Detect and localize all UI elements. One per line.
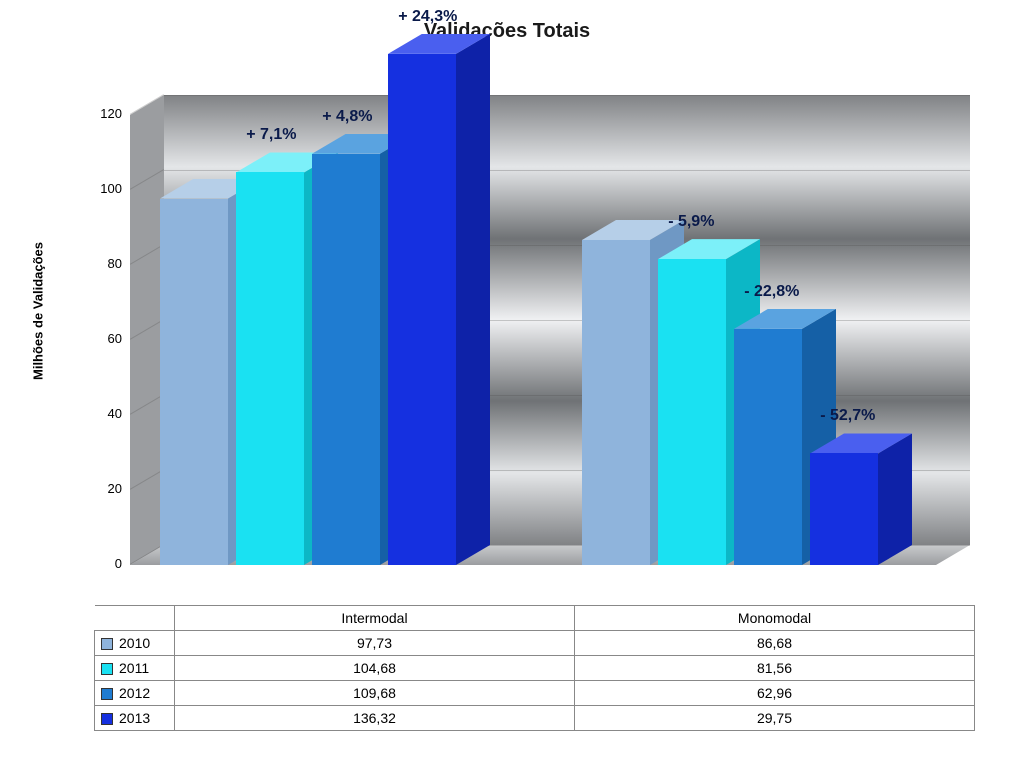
- bar-front: [582, 240, 650, 565]
- table-value-cell: 29,75: [575, 706, 975, 731]
- bar-front: [160, 199, 228, 565]
- bar-percent-label: - 52,7%: [820, 407, 875, 425]
- table-column-header: Monomodal: [575, 606, 975, 631]
- chart-data-table: IntermodalMonomodal 2010 97,7386,68 2011 104…: [94, 605, 975, 731]
- bar-front: [658, 259, 726, 565]
- legend-swatch: [101, 663, 113, 675]
- y-tick-label: 80: [78, 256, 122, 271]
- y-tick-label: 40: [78, 406, 122, 421]
- legend-series-name: 2010: [119, 635, 150, 651]
- bar: [312, 95, 380, 565]
- table-series-cell: 2011: [95, 656, 175, 681]
- legend-swatch: [101, 713, 113, 725]
- bar: [236, 95, 304, 565]
- chart-side-wall: [130, 95, 164, 565]
- legend-series-name: 2012: [119, 685, 150, 701]
- bar: [810, 95, 878, 565]
- bar: [658, 95, 726, 565]
- bar-side: [878, 433, 912, 565]
- y-tick-label: 120: [78, 106, 122, 121]
- table-value-cell: 62,96: [575, 681, 975, 706]
- table-row: 2012 109,6862,96: [95, 681, 975, 706]
- bar-front: [236, 172, 304, 565]
- bar: [582, 95, 650, 565]
- bar-front: [810, 453, 878, 565]
- table-row: 2013 136,3229,75: [95, 706, 975, 731]
- bar-front: [388, 54, 456, 565]
- legend-series-name: 2011: [119, 660, 149, 676]
- y-tick-label: 100: [78, 181, 122, 196]
- bar: [160, 95, 228, 565]
- table-series-cell: 2012: [95, 681, 175, 706]
- legend-swatch: [101, 638, 113, 650]
- table-series-cell: 2013: [95, 706, 175, 731]
- table-value-cell: 97,73: [175, 631, 575, 656]
- table-value-cell: 104,68: [175, 656, 575, 681]
- bar: [734, 95, 802, 565]
- y-tick-label: 20: [78, 481, 122, 496]
- bar-percent-label: - 5,9%: [668, 213, 714, 231]
- bar-front: [312, 154, 380, 565]
- bar-percent-label: + 24,3%: [398, 8, 457, 26]
- table-value-cell: 109,68: [175, 681, 575, 706]
- chart-title: Validações Totais: [0, 20, 1014, 43]
- bar-front: [734, 329, 802, 565]
- legend-swatch: [101, 688, 113, 700]
- legend-series-name: 2013: [119, 710, 150, 726]
- table-corner: [95, 606, 175, 631]
- table-row: 2011 104,6881,56: [95, 656, 975, 681]
- table-value-cell: 81,56: [575, 656, 975, 681]
- bar: [388, 95, 456, 565]
- table-value-cell: 86,68: [575, 631, 975, 656]
- table-series-cell: 2010: [95, 631, 175, 656]
- bar-percent-label: - 22,8%: [744, 283, 799, 301]
- bar-percent-label: + 4,8%: [322, 108, 372, 126]
- bar-side: [456, 34, 490, 565]
- table-column-header: Intermodal: [175, 606, 575, 631]
- y-tick-label: 0: [78, 556, 122, 571]
- bar-percent-label: + 7,1%: [246, 126, 296, 144]
- y-tick-label: 60: [78, 331, 122, 346]
- table-value-cell: 136,32: [175, 706, 575, 731]
- y-axis-label: Milhões de Validações: [31, 242, 46, 380]
- table-row: 2010 97,7386,68: [95, 631, 975, 656]
